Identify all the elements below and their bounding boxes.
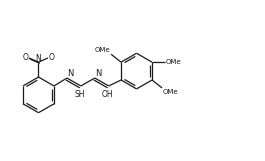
Text: N: N (67, 69, 74, 78)
Text: OMe: OMe (166, 59, 182, 65)
Text: OMe: OMe (95, 47, 110, 53)
Text: O: O (48, 53, 54, 62)
Text: SH: SH (75, 90, 85, 99)
Text: OH: OH (102, 90, 113, 99)
Text: O: O (23, 53, 29, 62)
Text: OMe: OMe (163, 89, 179, 95)
Text: N: N (95, 69, 102, 78)
Text: N: N (36, 54, 41, 63)
